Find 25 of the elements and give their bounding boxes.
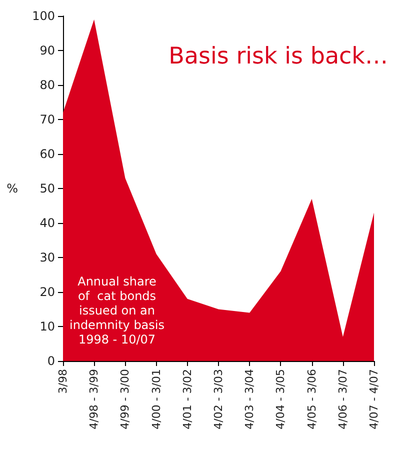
x-tick-label: 4/02 - 3/03	[212, 369, 225, 430]
x-tick-label: 4/98 - 3/99	[88, 369, 101, 430]
x-tick-label: 4/00 - 3/01	[150, 369, 163, 430]
x-tick-label: 4/07 - 4/07	[368, 369, 380, 430]
x-tick-label: 3/98	[56, 369, 70, 394]
y-tick-label: 60	[40, 147, 55, 161]
y-axis-title: %	[6, 182, 18, 196]
x-tick-label: 4/04 - 3/05	[274, 369, 288, 430]
text: Basis risk is back…	[168, 44, 388, 70]
y-tick-label: 20	[40, 285, 55, 299]
x-tick-label: 4/99 - 3/00	[118, 369, 132, 430]
y-tick-label: 30	[40, 250, 55, 264]
annotation: Annual share of cat bonds issued on an indemnity basis 1998 - 10/07	[70, 274, 164, 346]
x-tick-label: 4/03 - 3/04	[243, 369, 256, 430]
y-tick-label: 0	[47, 354, 55, 368]
x-tick-label: 4/06 - 3/07	[336, 369, 350, 430]
y-tick-label: 40	[40, 216, 55, 230]
y-tick-label: 10	[40, 320, 55, 334]
x-tick-label: 4/05 - 3/06	[305, 369, 318, 430]
x-tick-label: 4/01 - 3/02	[180, 369, 194, 430]
y-tick-label: 70	[40, 112, 55, 126]
y-tick-label: 50	[40, 182, 55, 196]
y-tick-label: 90	[40, 44, 55, 58]
y-tick-label: 100	[32, 9, 55, 23]
y-tick-label: 80	[40, 78, 55, 92]
